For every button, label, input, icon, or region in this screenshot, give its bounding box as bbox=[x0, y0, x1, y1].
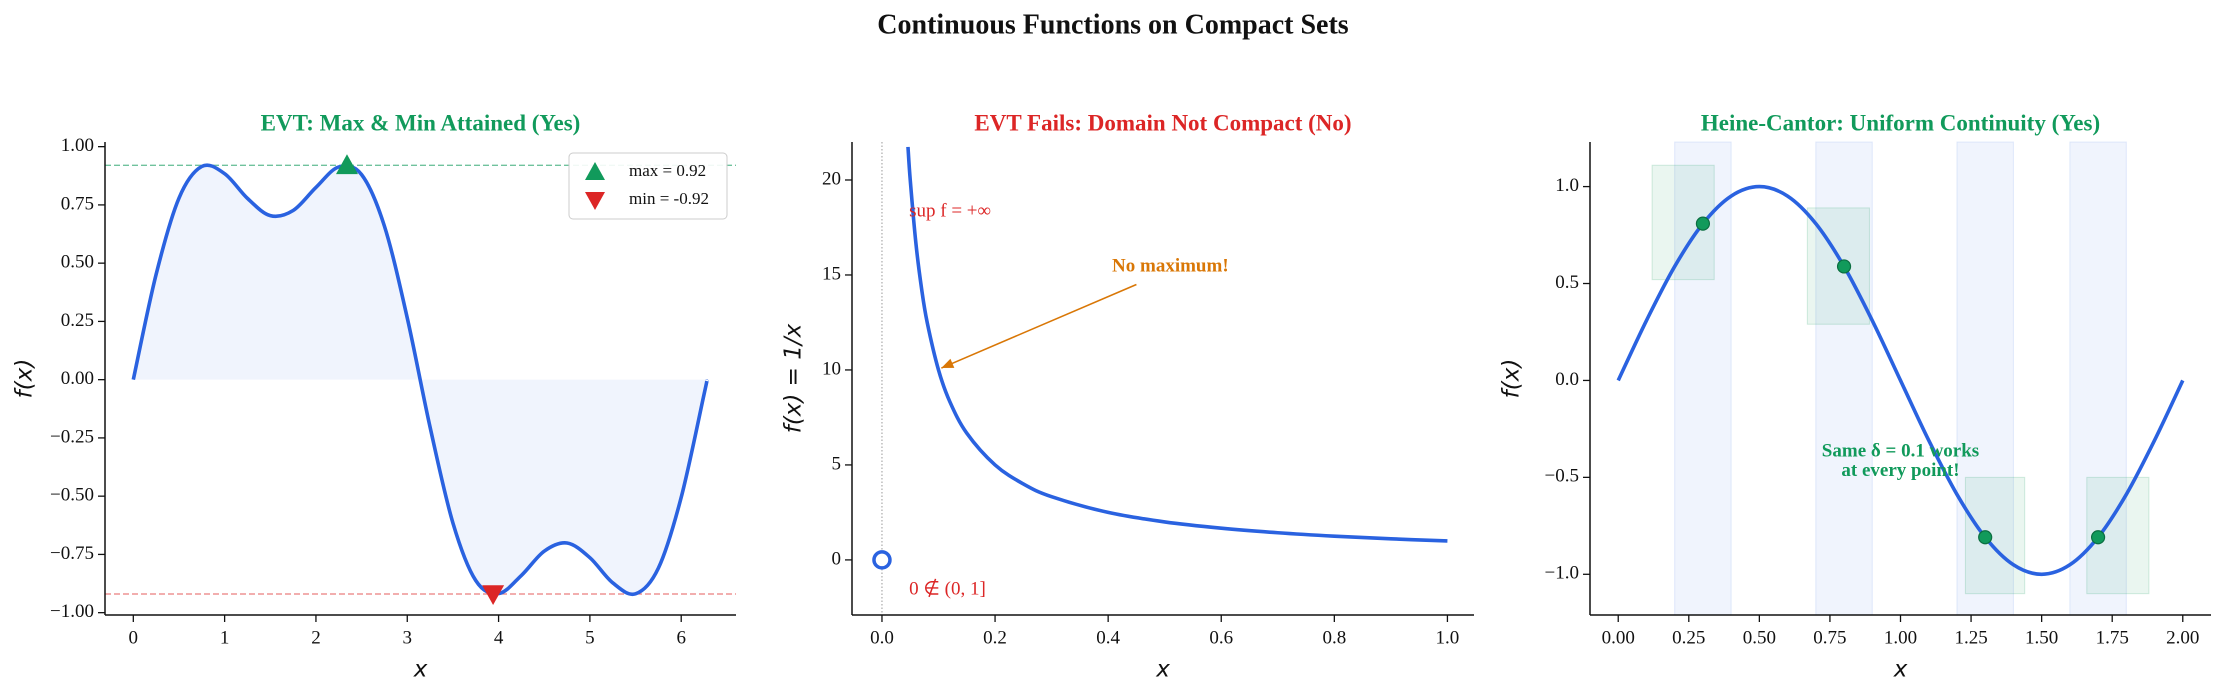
y-tick-label: −0.5 bbox=[1545, 466, 1579, 487]
x-tick-label: 0.0 bbox=[870, 627, 894, 648]
open-point bbox=[872, 550, 892, 570]
legend-label: min = -0.92 bbox=[629, 189, 709, 208]
x-tick-label: 2.00 bbox=[2166, 627, 2199, 648]
arrow-line bbox=[941, 283, 1137, 369]
y-tick-label: 1.0 bbox=[1555, 175, 1579, 196]
x-tick-label: 5 bbox=[585, 627, 595, 648]
y-tick-label: −1.00 bbox=[50, 601, 94, 622]
annotation: sup f = +∞ bbox=[909, 201, 991, 222]
band bbox=[1815, 141, 1873, 616]
x-tick-label: 1.50 bbox=[2025, 627, 2058, 648]
x-tick-label: 2 bbox=[311, 627, 321, 648]
legend-marker bbox=[585, 192, 605, 210]
y-tick-label: 15 bbox=[822, 263, 841, 284]
x-tick-label: 0.00 bbox=[1602, 627, 1635, 648]
y-tick-label: 0.00 bbox=[61, 368, 94, 389]
annotation: 0 ∉ (0, 1] bbox=[909, 579, 986, 600]
y-tick-label: 0.50 bbox=[61, 252, 94, 273]
delta-box bbox=[1964, 476, 2026, 595]
x-tick-label: 1.75 bbox=[2096, 627, 2129, 648]
curve bbox=[1616, 184, 2185, 577]
y-tick-label: −0.50 bbox=[50, 485, 94, 506]
x-tick-label: 0.4 bbox=[1096, 627, 1120, 648]
x-tick-label: 6 bbox=[676, 627, 686, 648]
y-tick-label: −0.25 bbox=[50, 426, 94, 447]
x-tick-label: 0 bbox=[129, 627, 139, 648]
y-tick-label: 20 bbox=[822, 168, 841, 189]
x-tick-label: 1 bbox=[220, 627, 230, 648]
y-tick-label: 0.0 bbox=[1555, 369, 1579, 390]
extreme-marker bbox=[482, 585, 505, 606]
area-fill bbox=[133, 165, 707, 595]
legend-marker bbox=[585, 162, 605, 180]
x-tick-label: 0.8 bbox=[1322, 627, 1346, 648]
y-tick-label: 5 bbox=[832, 453, 842, 474]
x-tick-label: 0.6 bbox=[1209, 627, 1233, 648]
point bbox=[1836, 259, 1852, 274]
point bbox=[1695, 216, 1711, 231]
y-tick-label: −0.75 bbox=[50, 543, 94, 564]
y-axis-label: f(x) bbox=[12, 359, 38, 399]
annotation: at every point! bbox=[1841, 460, 1959, 481]
x-tick-label: 3 bbox=[403, 627, 413, 648]
y-tick-label: 0.5 bbox=[1555, 272, 1579, 293]
annotation: Same δ = 0.1 works bbox=[1822, 441, 1979, 462]
legend-label: max = 0.92 bbox=[629, 161, 706, 180]
annotation: No maximum! bbox=[1112, 256, 1229, 277]
panel-title: EVT Fails: Domain Not Compact (No) bbox=[974, 110, 1351, 135]
x-axis-label: x bbox=[1155, 657, 1170, 683]
arrow-head bbox=[941, 358, 955, 369]
legend-box bbox=[568, 152, 728, 220]
x-tick-label: 1.00 bbox=[1884, 627, 1917, 648]
x-tick-label: 0.25 bbox=[1672, 627, 1705, 648]
y-tick-label: 0.75 bbox=[61, 193, 94, 214]
curve bbox=[131, 163, 709, 597]
y-tick-label: 1.00 bbox=[61, 135, 94, 156]
extreme-marker bbox=[335, 154, 358, 175]
x-tick-label: 0.50 bbox=[1743, 627, 1776, 648]
point bbox=[1978, 530, 1993, 545]
curve bbox=[906, 146, 1448, 543]
y-axis-label: f(x) = 1/x bbox=[781, 323, 807, 433]
delta-box bbox=[2086, 476, 2150, 595]
figure-title: Continuous Functions on Compact Sets bbox=[877, 9, 1349, 40]
x-tick-label: 4 bbox=[494, 627, 504, 648]
x-axis-label: x bbox=[1893, 657, 1908, 683]
y-tick-label: −1.0 bbox=[1545, 563, 1579, 584]
y-axis-label: f(x) bbox=[1499, 359, 1525, 399]
panel-title: Heine-Cantor: Uniform Continuity (Yes) bbox=[1701, 110, 2100, 135]
point bbox=[2090, 530, 2106, 545]
y-tick-label: 0 bbox=[832, 548, 842, 569]
y-tick-label: 0.25 bbox=[61, 310, 94, 331]
panel-title: EVT: Max & Min Attained (Yes) bbox=[261, 110, 581, 135]
x-tick-label: 0.2 bbox=[983, 627, 1007, 648]
x-tick-label: 0.75 bbox=[1813, 627, 1846, 648]
x-tick-label: 1.0 bbox=[1436, 627, 1460, 648]
y-tick-label: 10 bbox=[822, 358, 841, 379]
x-axis-label: x bbox=[413, 657, 428, 683]
x-tick-label: 1.25 bbox=[1954, 627, 1987, 648]
